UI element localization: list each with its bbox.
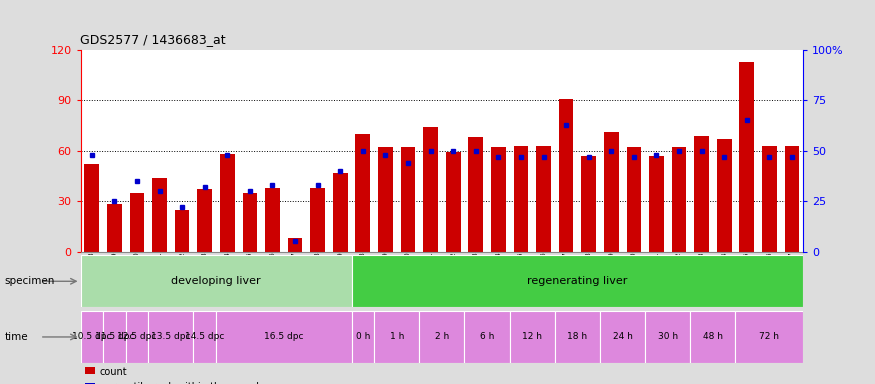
Bar [352,311,374,363]
Bar [514,146,528,252]
Bar [581,156,596,252]
Bar [85,164,99,252]
Bar [468,137,483,252]
Bar [332,172,347,252]
Text: 18 h: 18 h [567,333,587,341]
Text: 10.5 dpc: 10.5 dpc [72,333,111,341]
Bar [645,311,690,363]
Bar [536,146,551,252]
Bar [80,255,352,307]
Bar [649,156,664,252]
Bar [559,99,573,252]
Bar [216,311,352,363]
Bar [604,132,619,252]
Bar [130,193,144,252]
Text: time: time [4,332,28,342]
Bar [762,146,777,252]
Bar [555,311,600,363]
Bar [690,311,736,363]
Bar [401,147,416,252]
Bar [672,147,686,252]
Bar [626,147,641,252]
Bar [374,311,419,363]
Bar [193,311,216,363]
Text: specimen: specimen [4,276,55,286]
Bar [311,188,325,252]
Bar [288,238,303,252]
Bar [152,178,167,252]
Text: 72 h: 72 h [760,333,780,341]
Text: 2 h: 2 h [435,333,449,341]
Bar [352,255,803,307]
Text: 14.5 dpc: 14.5 dpc [185,333,224,341]
Bar [378,147,393,252]
Bar [85,367,95,374]
Bar [85,383,95,384]
Text: percentile rank within the sample: percentile rank within the sample [100,382,265,384]
Text: count: count [100,367,128,377]
Bar [600,311,645,363]
Bar [175,210,190,252]
Bar [491,147,506,252]
Bar [265,188,280,252]
Bar [717,139,732,252]
Text: 1 h: 1 h [389,333,404,341]
Text: 12.5 dpc: 12.5 dpc [117,333,157,341]
Text: 11.5 dpc: 11.5 dpc [94,333,134,341]
Bar [509,311,555,363]
Text: 13.5 dpc: 13.5 dpc [151,333,191,341]
Text: developing liver: developing liver [172,276,261,286]
Text: 6 h: 6 h [480,333,494,341]
Text: 12 h: 12 h [522,333,542,341]
Bar [446,152,460,252]
Bar [148,311,193,363]
Bar [424,127,438,252]
Bar [465,311,509,363]
Text: GDS2577 / 1436683_at: GDS2577 / 1436683_at [80,33,226,46]
Text: regenerating liver: regenerating liver [528,276,627,286]
Bar [419,311,465,363]
Bar [198,189,212,252]
Bar [694,136,709,252]
Bar [103,311,126,363]
Bar [785,146,799,252]
Text: 24 h: 24 h [612,333,633,341]
Bar [80,311,103,363]
Text: 16.5 dpc: 16.5 dpc [264,333,304,341]
Text: 30 h: 30 h [658,333,678,341]
Bar [355,134,370,252]
Bar [242,193,257,252]
Bar [220,154,234,252]
Bar [107,205,122,252]
Bar [126,311,148,363]
Text: 48 h: 48 h [703,333,723,341]
Text: 0 h: 0 h [355,333,370,341]
Bar [739,62,754,252]
Bar [736,311,803,363]
